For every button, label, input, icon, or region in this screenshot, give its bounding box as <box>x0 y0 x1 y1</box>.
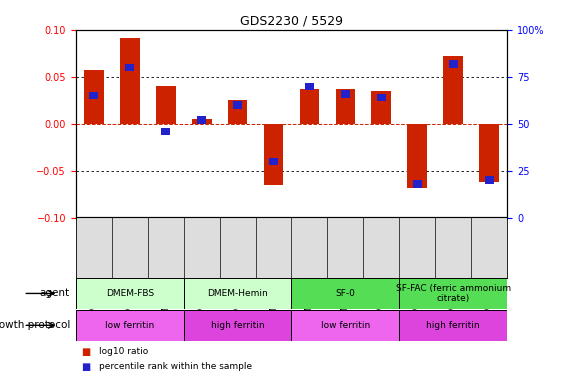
Bar <box>192 119 212 124</box>
Text: DMEM-Hemin: DMEM-Hemin <box>207 289 268 298</box>
Bar <box>340 90 350 98</box>
Bar <box>269 158 278 165</box>
Bar <box>264 124 283 185</box>
Bar <box>408 124 427 188</box>
Text: SF-FAC (ferric ammonium
citrate): SF-FAC (ferric ammonium citrate) <box>396 284 511 303</box>
Bar <box>228 100 247 124</box>
Title: GDS2230 / 5529: GDS2230 / 5529 <box>240 15 343 27</box>
Bar <box>156 86 175 124</box>
Bar <box>197 116 206 124</box>
Bar <box>161 128 170 135</box>
Text: DMEM-FBS: DMEM-FBS <box>106 289 154 298</box>
Bar <box>399 310 507 340</box>
Text: SF-0: SF-0 <box>335 289 356 298</box>
Bar <box>89 92 99 99</box>
Text: ■: ■ <box>82 347 91 357</box>
Bar <box>484 176 494 184</box>
Bar <box>125 64 135 71</box>
Bar <box>184 310 292 340</box>
Bar <box>292 310 399 340</box>
Text: low ferritin: low ferritin <box>105 321 154 330</box>
Bar <box>292 278 399 309</box>
Text: high ferritin: high ferritin <box>211 321 264 330</box>
Bar <box>444 56 463 124</box>
Bar <box>305 82 314 90</box>
Text: agent: agent <box>40 288 70 298</box>
Text: percentile rank within the sample: percentile rank within the sample <box>99 362 252 371</box>
Bar <box>399 278 507 309</box>
Bar <box>76 310 184 340</box>
Bar <box>413 180 422 188</box>
Text: growth protocol: growth protocol <box>0 320 70 330</box>
Bar <box>448 60 458 68</box>
Bar <box>120 39 139 124</box>
Bar <box>336 89 355 124</box>
Bar <box>233 101 243 109</box>
Bar <box>377 94 386 101</box>
Text: low ferritin: low ferritin <box>321 321 370 330</box>
Bar <box>84 70 104 124</box>
Text: ■: ■ <box>82 362 91 372</box>
Bar <box>479 124 499 182</box>
Bar <box>76 278 184 309</box>
Bar <box>184 278 292 309</box>
Bar <box>371 91 391 124</box>
Text: log10 ratio: log10 ratio <box>99 347 148 356</box>
Bar <box>300 89 319 124</box>
Text: high ferritin: high ferritin <box>427 321 480 330</box>
